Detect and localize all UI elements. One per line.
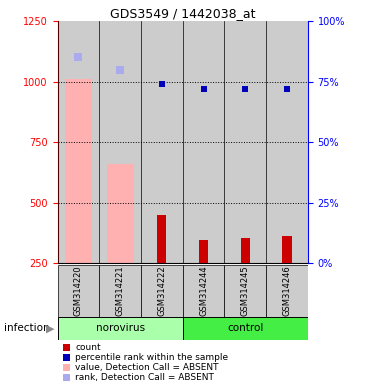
Text: GSM314244: GSM314244	[199, 266, 208, 316]
Bar	[266, 265, 308, 317]
Bar	[58, 317, 183, 340]
Text: value, Detection Call = ABSENT: value, Detection Call = ABSENT	[75, 363, 219, 372]
Bar	[141, 265, 183, 317]
Text: control: control	[227, 323, 263, 333]
Bar	[106, 164, 134, 263]
Text: GSM314222: GSM314222	[157, 266, 166, 316]
Bar	[224, 21, 266, 263]
Bar	[141, 21, 183, 263]
Bar	[199, 240, 208, 263]
Bar	[183, 317, 308, 340]
Title: GDS3549 / 1442038_at: GDS3549 / 1442038_at	[110, 7, 256, 20]
Text: GSM314245: GSM314245	[241, 266, 250, 316]
Bar	[266, 21, 308, 263]
Bar	[224, 265, 266, 317]
Bar	[58, 21, 99, 263]
Text: GSM314246: GSM314246	[283, 265, 292, 316]
Bar	[282, 237, 292, 263]
Bar	[58, 265, 99, 317]
Text: GSM314220: GSM314220	[74, 266, 83, 316]
Bar	[99, 21, 141, 263]
Bar	[183, 265, 224, 317]
Bar	[99, 265, 141, 317]
Text: ▶: ▶	[46, 323, 54, 333]
Bar	[65, 79, 92, 263]
Text: infection: infection	[4, 323, 49, 333]
Bar	[183, 21, 224, 263]
Text: count: count	[75, 343, 101, 352]
Bar	[241, 238, 250, 263]
Text: percentile rank within the sample: percentile rank within the sample	[75, 353, 229, 362]
Text: norovirus: norovirus	[96, 323, 145, 333]
Text: rank, Detection Call = ABSENT: rank, Detection Call = ABSENT	[75, 373, 214, 382]
Bar	[157, 215, 167, 263]
Text: GSM314221: GSM314221	[116, 266, 125, 316]
